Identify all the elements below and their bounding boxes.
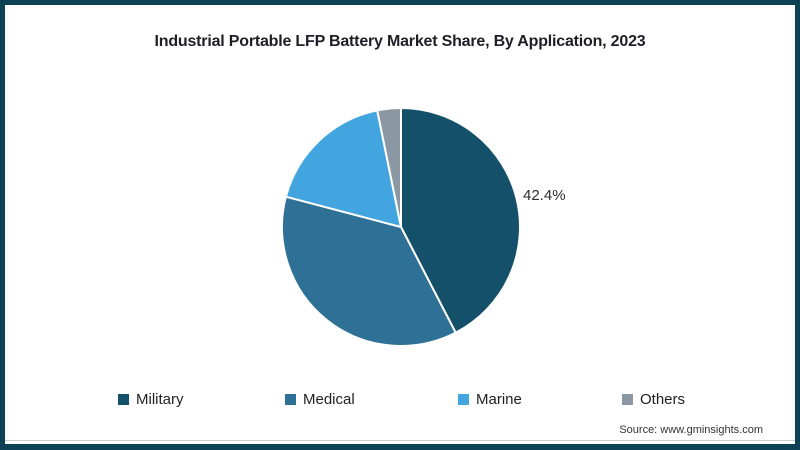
legend-label: Military: [136, 391, 184, 408]
pie-slice-medical: [281, 195, 457, 347]
legend-swatch-others: [622, 394, 633, 405]
legend-item-marine: Marine: [458, 391, 522, 408]
pie-slice-marine: [284, 109, 402, 228]
legend-item-military: Military: [118, 391, 184, 408]
source-attribution: Source: www.gminsights.com: [619, 424, 763, 436]
legend-label: Medical: [303, 391, 355, 408]
legend-swatch-medical: [285, 394, 296, 405]
legend-item-medical: Medical: [285, 391, 355, 408]
legend-label: Others: [640, 391, 686, 408]
legend-label: Marine: [476, 391, 522, 408]
pie-chart: [281, 107, 521, 347]
chart-title: Industrial Portable LFP Battery Market S…: [154, 33, 646, 50]
legend-swatch-military: [118, 394, 129, 405]
legend-swatch-marine: [458, 394, 469, 405]
pie-slice-others: [376, 107, 402, 228]
legend-item-others: Others: [622, 391, 685, 408]
legend: Military Medical Marine Others: [5, 391, 795, 411]
source-divider: [5, 440, 795, 441]
pie-slice-military: [400, 107, 521, 334]
military-percentage-label: 42.4%: [523, 187, 566, 204]
